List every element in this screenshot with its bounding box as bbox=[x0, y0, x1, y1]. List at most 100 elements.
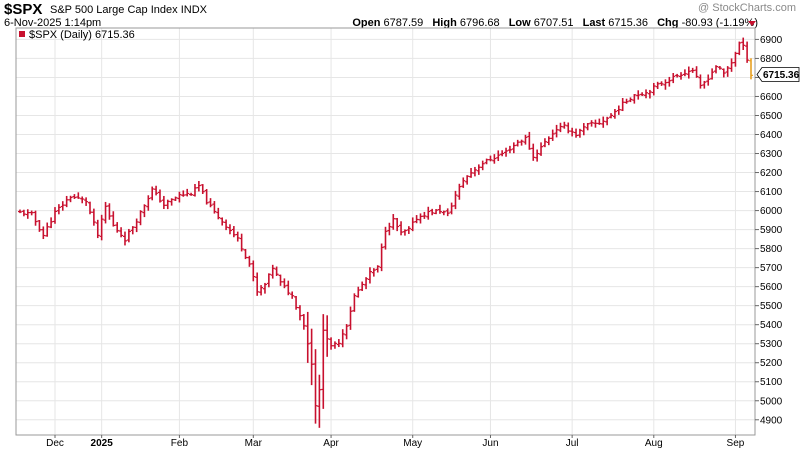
ohlc-bar bbox=[37, 220, 42, 232]
chart-symbol: $SPX bbox=[4, 1, 43, 18]
ohlc-bar bbox=[72, 194, 77, 199]
y-tick-label: 5700 bbox=[760, 263, 783, 274]
x-tick-label: Aug bbox=[645, 438, 663, 449]
y-tick-label: 6400 bbox=[760, 130, 783, 141]
x-tick-label: Jul bbox=[566, 438, 579, 449]
ohlc-bar bbox=[329, 337, 334, 350]
y-tick-label: 4900 bbox=[760, 415, 783, 426]
ohlc-bar bbox=[41, 226, 46, 240]
low-label: Low bbox=[508, 17, 531, 29]
ohlc-bar bbox=[270, 264, 275, 279]
y-tick-label: 6600 bbox=[760, 92, 783, 103]
ohlc-bar bbox=[484, 158, 489, 165]
ohlc-bar bbox=[710, 68, 715, 80]
ohlc-bar bbox=[119, 227, 124, 238]
ohlc-bar bbox=[130, 226, 135, 235]
ohlc-bar bbox=[239, 233, 244, 252]
ohlc-bar bbox=[566, 122, 571, 134]
ohlc-bar bbox=[192, 183, 197, 197]
ohlc-bar bbox=[488, 155, 493, 162]
ohlc-bar bbox=[80, 196, 85, 204]
ohlc-bar bbox=[387, 222, 392, 236]
ohlc-bar bbox=[539, 142, 544, 156]
ohlc-bar bbox=[550, 129, 555, 141]
ohlc-bar bbox=[309, 328, 314, 386]
ohlc-bar bbox=[597, 118, 602, 125]
ohlc-bar bbox=[507, 145, 512, 154]
y-tick-label: 6000 bbox=[760, 206, 783, 217]
ohlc-bar bbox=[297, 305, 302, 321]
ohlc-bar bbox=[476, 164, 481, 175]
ohlc-bar bbox=[95, 219, 100, 239]
ohlc-bar bbox=[161, 195, 166, 210]
ohlc-bar bbox=[519, 139, 524, 146]
ohlc-bar bbox=[84, 197, 89, 206]
ohlc-bar bbox=[558, 122, 563, 133]
ohlc-bar bbox=[200, 184, 205, 194]
ohlc-bar bbox=[492, 154, 497, 164]
ohlc-bar bbox=[274, 266, 279, 276]
ohlc-bar bbox=[177, 191, 182, 203]
ohlc-bar bbox=[356, 286, 361, 298]
plot-frame bbox=[15, 27, 756, 436]
ohlc-bar bbox=[165, 199, 170, 210]
ohlc-bar bbox=[554, 124, 559, 138]
ohlc-bar bbox=[332, 341, 337, 349]
open-value: 6787.59 bbox=[383, 17, 424, 29]
ohlc-bar bbox=[301, 314, 306, 330]
legend-swatch bbox=[19, 31, 25, 37]
ohlc-bar bbox=[733, 51, 738, 67]
ohlc-bar bbox=[690, 67, 695, 73]
ohlc-bar bbox=[134, 218, 139, 233]
y-tick-label: 5100 bbox=[760, 377, 783, 388]
legend-text: $SPX (Daily) 6715.36 bbox=[29, 29, 135, 41]
ohlc-bar bbox=[247, 255, 252, 267]
ohlc-bar bbox=[679, 72, 684, 80]
open-label: Open bbox=[352, 17, 381, 29]
ohlc-bar bbox=[698, 74, 703, 89]
y-tick-label: 6500 bbox=[760, 111, 783, 122]
ohlc-bar bbox=[721, 68, 726, 78]
ohlc-bar bbox=[189, 192, 194, 196]
ohlc-bar bbox=[290, 291, 295, 299]
x-tick-label: Sep bbox=[727, 438, 745, 449]
ohlc-bar bbox=[694, 66, 699, 78]
ohlc-bar bbox=[122, 231, 127, 246]
ohlc-bar bbox=[574, 128, 579, 138]
ohlc-bar bbox=[18, 209, 22, 214]
ohlc-bar bbox=[138, 210, 143, 226]
ohlc-bar bbox=[364, 277, 369, 290]
ohlc-bar bbox=[605, 116, 610, 126]
ohlc-bar bbox=[391, 214, 396, 230]
y-axis: 4900 5000 5100 5200 5300 5400 5500 5600 5700 5800… bbox=[755, 35, 783, 426]
x-tick-label: Jun bbox=[482, 438, 498, 449]
last-price-text: 6715.36 bbox=[763, 70, 800, 81]
ohlc-bar bbox=[562, 121, 567, 129]
ohlc-bar bbox=[706, 74, 711, 86]
ohlc-bar bbox=[717, 66, 722, 70]
ohlc-bar bbox=[616, 105, 621, 115]
ohlc-bar bbox=[472, 166, 477, 177]
ohlc-bar bbox=[157, 189, 162, 203]
ohlc-bar bbox=[278, 274, 283, 286]
high-value: 6796.68 bbox=[459, 17, 500, 29]
y-tick-label: 5600 bbox=[760, 282, 783, 293]
x-tick-label: Mar bbox=[245, 438, 263, 449]
ohlc-bar bbox=[91, 208, 96, 226]
ohlc-bar bbox=[235, 231, 240, 242]
ohlc-bar bbox=[76, 192, 81, 199]
ohlc-bar bbox=[220, 217, 225, 226]
ohlc-bar bbox=[469, 167, 474, 178]
ohlc-bar bbox=[266, 273, 271, 288]
ohlc-bar bbox=[745, 41, 750, 63]
ohlc-bar bbox=[383, 226, 388, 250]
ohlc-bar bbox=[68, 195, 73, 203]
ohlc-bar bbox=[496, 150, 501, 162]
ohlc-readout: Open 6787.59 High 6796.68 Low 6707.51 La… bbox=[346, 17, 758, 29]
ohlc-bar bbox=[702, 80, 707, 89]
ohlc-bar bbox=[111, 211, 116, 227]
ohlc-bar bbox=[737, 41, 742, 56]
ohlc-bar bbox=[515, 139, 520, 147]
ohlc-bar bbox=[45, 222, 50, 237]
